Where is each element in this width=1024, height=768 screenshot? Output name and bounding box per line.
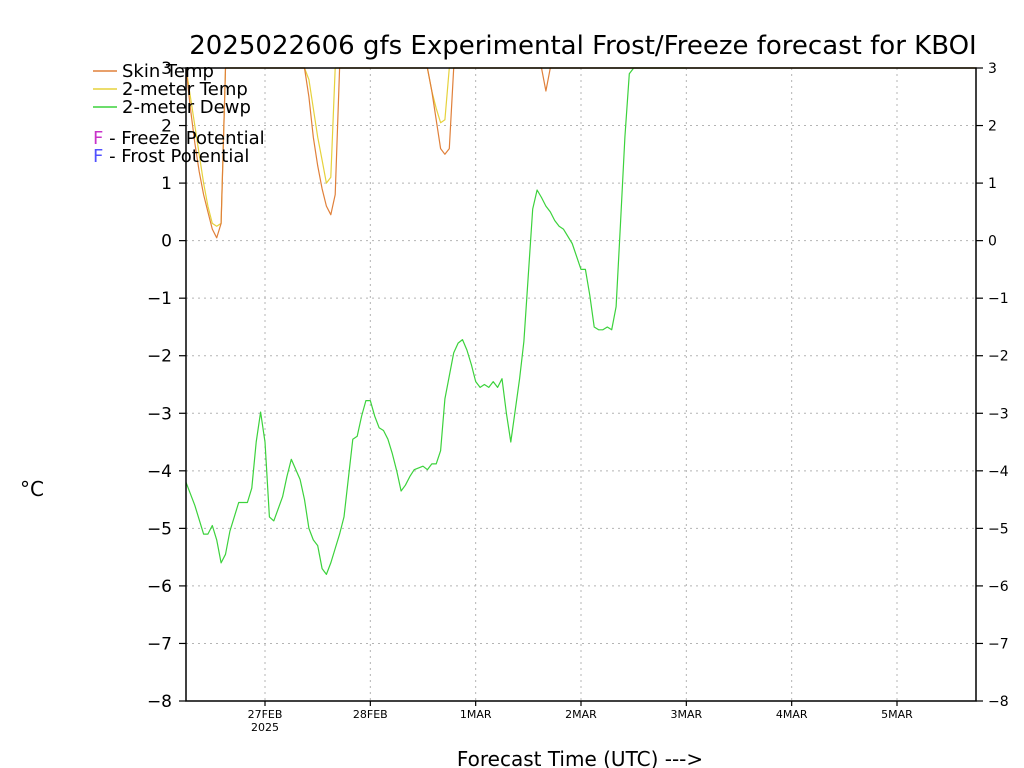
y-tick-label-right: −8: [988, 694, 1009, 710]
x-tick-label: 3MAR: [670, 708, 702, 721]
y-tick-label-right: −4: [988, 464, 1009, 480]
y-tick-label-left: 0: [161, 232, 172, 252]
chart-title: 2025022606 gfs Experimental Frost/Freeze…: [189, 31, 976, 61]
y-tick-label-left: −5: [147, 519, 172, 539]
legend-note-text: - Freeze Potential: [103, 128, 264, 149]
series-2-meter-dewp: [185, 67, 687, 576]
x-tick-label: 4MAR: [776, 708, 808, 721]
legend-note-letter: F: [93, 146, 103, 167]
y-tick-label-left: −3: [147, 404, 172, 424]
y-tick-label-left: 3: [161, 59, 172, 79]
y-tick-label-left: −7: [147, 634, 172, 654]
y-axis-label: °C: [20, 477, 44, 501]
legend-note: F - Freeze Potential: [93, 128, 265, 149]
y-tick-label-right: 2: [988, 119, 997, 135]
y-tick-label-right: −2: [988, 349, 1009, 365]
y-tick-label-right: −1: [988, 291, 1009, 307]
plot-frame: [185, 67, 977, 702]
legend-note: F - Frost Potential: [93, 146, 249, 167]
y-tick-label-left: 1: [161, 174, 172, 194]
y-tick-label-left: −6: [147, 577, 172, 597]
x-tick-sublabel: 2025: [251, 721, 279, 734]
legend-note-text: - Frost Potential: [103, 146, 249, 167]
y-tick-label-left: −2: [147, 347, 172, 367]
x-tick-label: 28FEB: [353, 708, 388, 721]
y-tick-label-right: 0: [988, 234, 997, 250]
y-tick-label-left: 2: [161, 117, 172, 137]
legend-entry: Skin Temp: [122, 61, 214, 82]
y-tick-label-right: 1: [988, 176, 997, 192]
x-tick-label: 5MAR: [881, 708, 913, 721]
x-tick-label: 27FEB: [248, 708, 283, 721]
y-tick-label-right: −6: [988, 579, 1009, 595]
x-tick-label: 2MAR: [565, 708, 597, 721]
grid: [186, 68, 976, 701]
legend-entry: 2-meter Dewp: [122, 97, 251, 118]
y-tick-label-right: −5: [988, 521, 1009, 537]
x-tick-label: 1MAR: [460, 708, 492, 721]
y-tick-label-left: −1: [147, 289, 172, 309]
y-tick-label-left: −8: [147, 692, 172, 712]
legend-entry: 2-meter Temp: [122, 79, 248, 100]
y-axis-ticks: −8 −8 −7 −7 −6 −6 −5 −5 −4 −4 −3 −3 −2 −2 −1 −1 0 0 1 1 2 2 3 3: [147, 59, 1009, 712]
legend-note-letter: F: [93, 128, 103, 149]
y-tick-label-right: 3: [988, 61, 997, 77]
y-tick-label-left: −4: [147, 462, 172, 482]
x-axis-label: Forecast Time (UTC) --->: [457, 747, 703, 768]
y-tick-label-right: −7: [988, 636, 1009, 652]
y-tick-label-right: −3: [988, 406, 1009, 422]
